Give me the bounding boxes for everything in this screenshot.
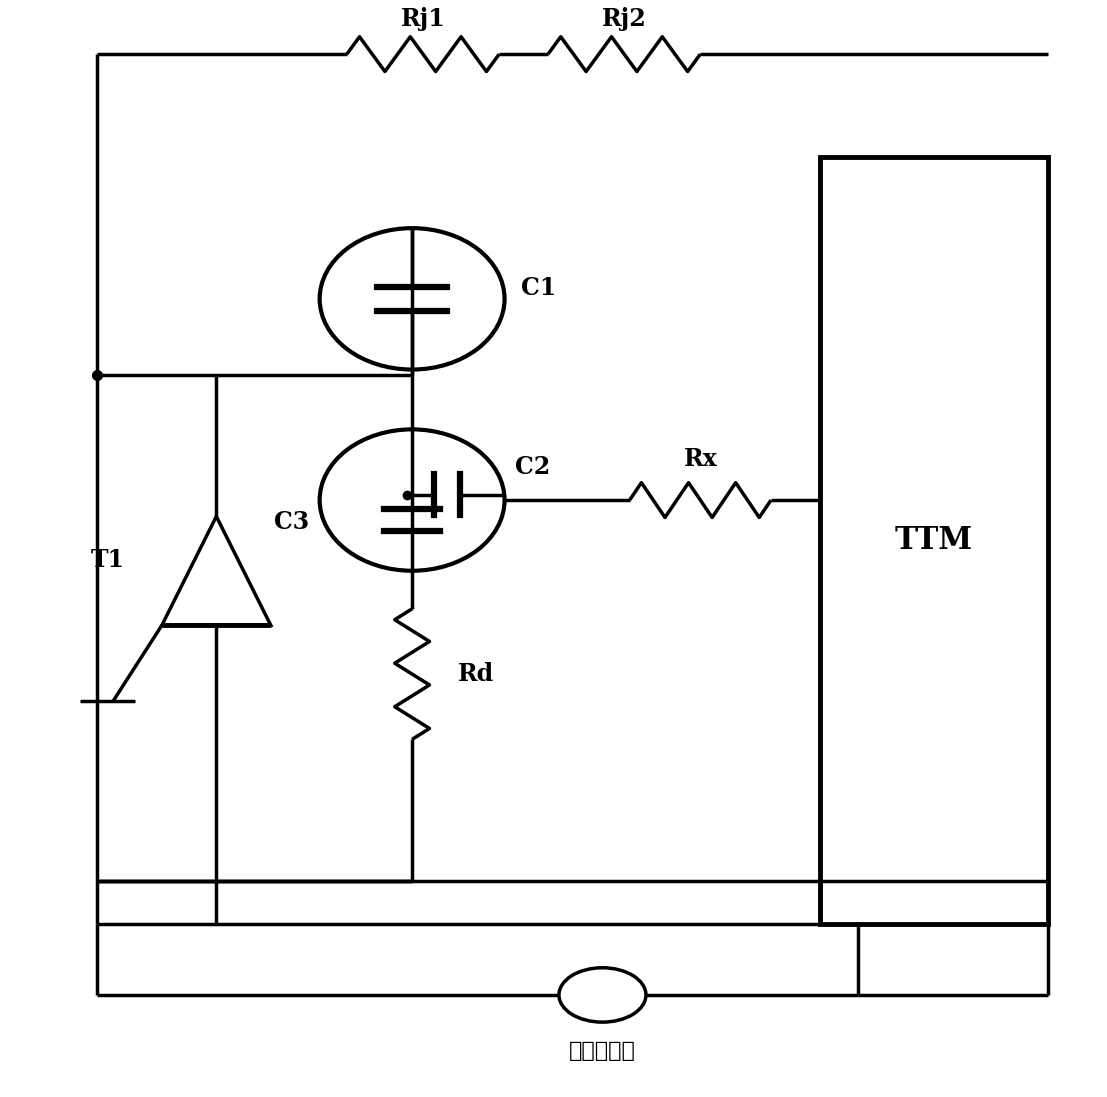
Text: Rd: Rd [458,663,494,686]
Text: 屏蔽双绞线: 屏蔽双绞线 [569,1041,635,1061]
Text: C2: C2 [516,455,550,479]
Text: TTM: TTM [896,525,973,556]
Text: Rx: Rx [683,446,717,471]
Text: Rj2: Rj2 [602,8,646,32]
Text: C1: C1 [521,276,556,299]
Text: T1: T1 [91,547,125,572]
Bar [820,158,1048,925]
Text: Rj1: Rj1 [401,8,445,32]
Text: C3: C3 [273,510,309,534]
